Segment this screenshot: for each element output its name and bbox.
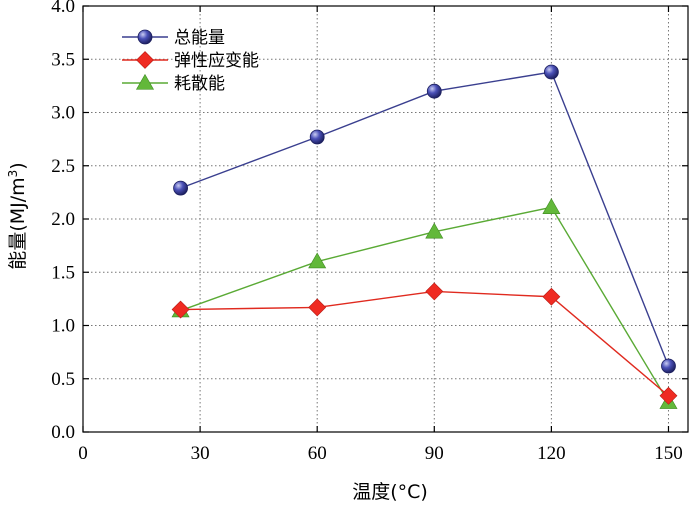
x-axis-title: 温度(°C) [352,481,428,503]
data-point [173,180,188,196]
y-tick-label: 3.5 [51,49,75,70]
tick-labels: 0.0 0.5 1.0 1.5 2.0 2.5 3.0 3.5 4.0 0 30 60 90 120 150 [51,0,682,464]
data-point [308,252,327,269]
y-tick-label: 3.0 [51,103,75,124]
series-layer [171,64,678,409]
series-circle [173,64,676,374]
legend-marker [137,29,153,45]
legend-label: 总能量 [174,28,225,48]
series-diamond [171,282,678,405]
data-point [425,222,444,239]
axes [82,5,689,433]
data-point [426,83,442,99]
data-point [659,386,678,405]
legend-label: 弹性应变能 [174,51,259,71]
data-point [308,298,327,317]
x-tick-label: 60 [308,443,327,464]
y-tick-label: 4.0 [51,0,75,17]
y-axis-title-main: 能量(MJ/m [7,177,29,269]
x-tick-label: 150 [654,443,683,464]
y-tick-label: 2.5 [51,156,75,177]
data-point [542,198,561,214]
y-tick-label: 1.5 [51,262,75,283]
x-tick-label: 30 [191,443,210,464]
y-axis-title: 能量(MJ/m3) [6,162,29,269]
data-point [309,129,325,145]
legend-label: 耗散能 [174,74,225,94]
legend-item: 总能量 [122,28,225,48]
data-point [661,358,676,374]
x-tick-label: 120 [537,443,566,464]
data-point [542,287,561,306]
y-tick-label: 2.0 [51,209,75,230]
legend-item: 耗散能 [122,73,225,94]
x-tick-label: 0 [78,443,88,464]
data-point [543,64,559,80]
y-axis-title-close: ) [7,162,29,169]
series-triangle [171,198,678,409]
data-point [425,282,444,301]
legend-marker [136,51,154,69]
y-tick-label: 0.0 [51,422,75,443]
y-tick-label: 0.5 [51,369,75,390]
grid-lines [83,6,688,432]
y-axis-title-sup: 3 [6,170,20,178]
data-point [171,300,190,319]
legend-marker [135,73,155,90]
y-tick-label: 1.0 [51,316,75,337]
x-tick-label: 90 [425,443,444,464]
legend-item: 弹性应变能 [122,51,259,71]
